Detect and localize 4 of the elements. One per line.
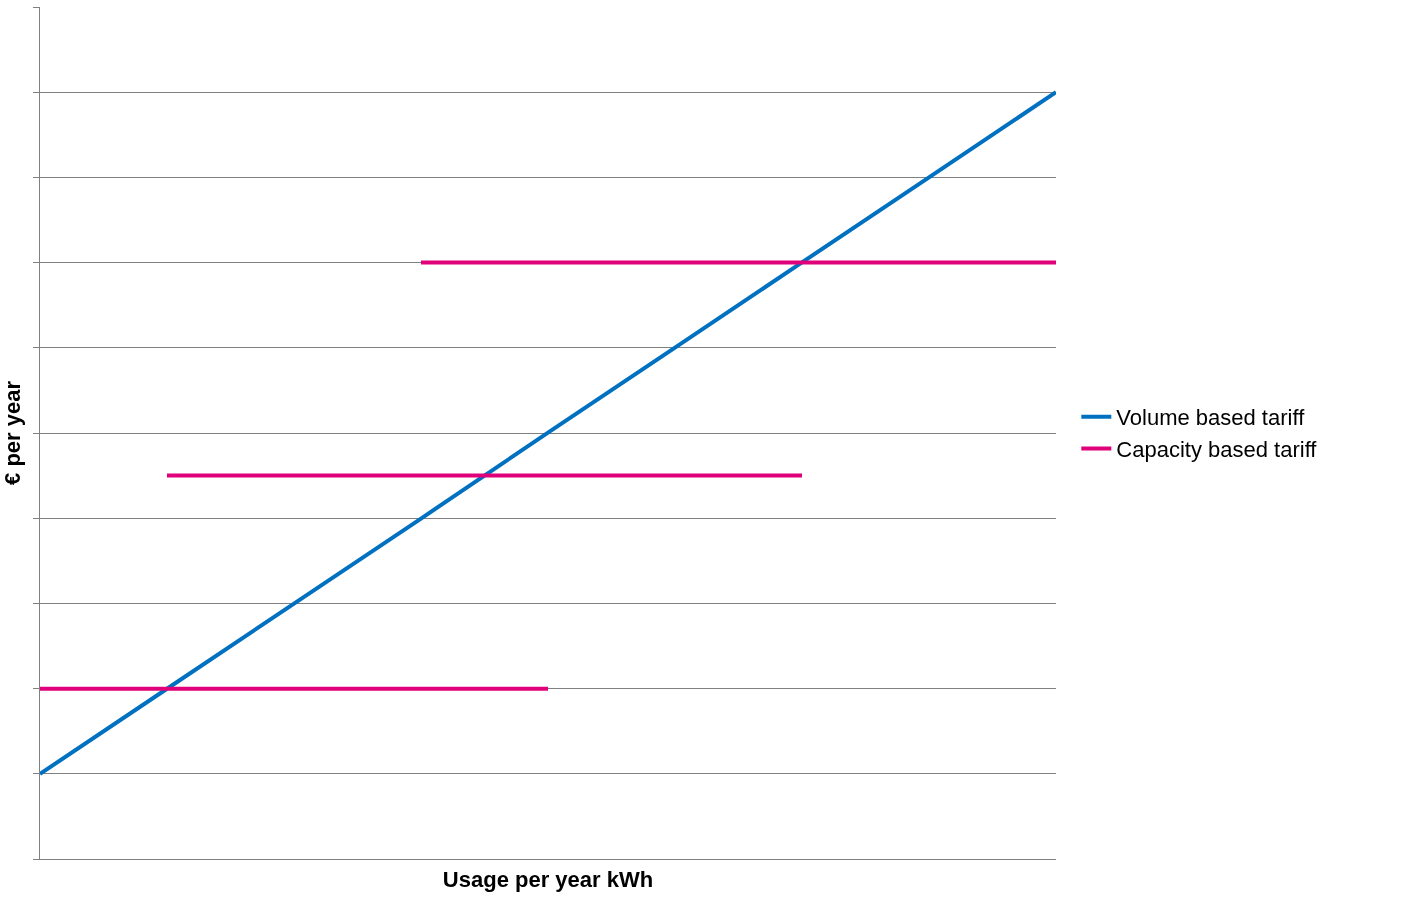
y-axis-title: € per year [0, 380, 25, 485]
legend-label: Volume based tariff [1116, 405, 1306, 431]
x-axis-title: Usage per year kWh [442, 867, 654, 893]
legend-label: Capacity based tariff [1116, 436, 1318, 462]
